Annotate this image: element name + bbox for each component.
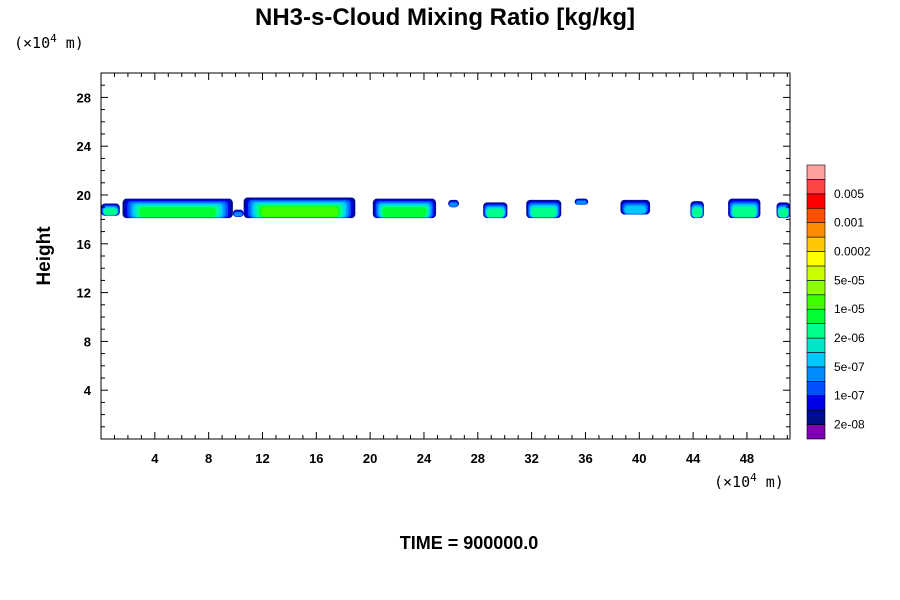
y-unit-exponent: 4 — [50, 32, 57, 45]
contour-band — [382, 207, 427, 217]
colorbar-cell — [806, 381, 826, 397]
y-unit-prefix: (×10 — [14, 34, 50, 52]
contour-band — [449, 202, 458, 207]
contour-band — [103, 208, 118, 215]
contour-band — [732, 207, 756, 217]
x-axis: 4 8 12 16 20 24 28 32 36 40 44 48 — [113, 73, 788, 466]
colorbar-label: 5e-07 — [834, 360, 865, 374]
cloud-contours — [101, 197, 790, 219]
cloud-segment — [122, 198, 233, 219]
cloud-segment — [620, 199, 651, 215]
cloud-segment — [574, 198, 589, 205]
colorbar-cell — [806, 308, 826, 324]
cloud-segment — [483, 202, 508, 219]
x-tick-label: 28 — [471, 451, 485, 466]
y-unit-suffix: m) — [57, 34, 84, 52]
contour-band — [139, 207, 216, 217]
colorbar-cell — [806, 251, 826, 267]
contour-band — [692, 208, 702, 218]
y-tick-label: 8 — [84, 334, 91, 349]
cloud-segment — [728, 198, 761, 219]
colorbar-cell — [806, 265, 826, 281]
colorbar-cell — [806, 179, 826, 195]
colorbar-cell — [806, 323, 826, 339]
cloud-segment — [372, 198, 437, 219]
x-tick-label: 40 — [632, 451, 646, 466]
x-tick-label: 8 — [205, 451, 212, 466]
colorbar-label: 2e-08 — [834, 418, 865, 432]
colorbar-cell — [806, 409, 826, 425]
y-tick-label: 16 — [77, 237, 91, 252]
colorbar-cell — [806, 280, 826, 296]
contour-band — [531, 207, 556, 218]
colorbar-cell — [806, 236, 826, 252]
cloud-segment — [448, 199, 459, 208]
colorbar-cell — [806, 366, 826, 382]
contour-band — [486, 209, 504, 218]
contour-band — [778, 209, 788, 218]
colorbar-label: 2e-06 — [834, 331, 865, 345]
chart-title: NH3-s-Cloud Mixing Ratio [kg/kg] — [255, 4, 635, 31]
x-tick-label: 24 — [417, 451, 432, 466]
colorbar-cell — [806, 395, 826, 411]
colorbar-label: 0.0002 — [834, 245, 871, 259]
cloud-segment — [101, 203, 120, 216]
colorbar-cell — [806, 193, 826, 209]
x-unit-exponent: 4 — [750, 471, 757, 484]
colorbar-cell — [806, 294, 826, 310]
colorbar-label: 1e-05 — [834, 302, 865, 316]
y-axis-unit: (×104 m) — [14, 32, 84, 52]
y-tick-label: 24 — [77, 139, 92, 154]
contour-band — [261, 206, 338, 217]
x-tick-label: 4 — [151, 451, 159, 466]
x-tick-label: 36 — [578, 451, 592, 466]
contour-band — [624, 205, 646, 214]
colorbar-cell — [806, 352, 826, 368]
cloud-segment — [232, 209, 244, 217]
cloud-segment — [243, 197, 356, 219]
colorbar-label: 0.001 — [834, 216, 864, 230]
colorbar-label: 1e-07 — [834, 389, 865, 403]
colorbar-label: 5e-05 — [834, 273, 865, 287]
y-tick-label: 28 — [77, 90, 91, 105]
contour-band — [576, 200, 587, 205]
x-tick-label: 32 — [524, 451, 538, 466]
plot-frame — [100, 72, 791, 440]
x-tick-label: 44 — [686, 451, 701, 466]
x-unit-suffix: m) — [757, 473, 784, 491]
y-axis-label: Height — [34, 226, 55, 286]
y-tick-label: 12 — [77, 286, 91, 301]
y-axis: 4 8 12 16 20 24 28 — [77, 84, 790, 428]
colorbar-cell — [806, 222, 826, 238]
cloud-segment — [776, 202, 790, 219]
x-tick-label: 16 — [309, 451, 323, 466]
colorbar: 2e-08 1e-07 5e-07 2e-06 1e-05 5e-05 0.0002 0.00… — [806, 164, 871, 440]
cloud-segment — [690, 201, 704, 219]
y-tick-label: 20 — [77, 188, 91, 203]
colorbar-cell — [806, 337, 826, 353]
y-tick-label: 4 — [84, 383, 92, 398]
colorbar-label: 0.005 — [834, 187, 864, 201]
colorbar-cell — [806, 207, 826, 223]
time-label: TIME = 900000.0 — [400, 533, 539, 553]
x-tick-label: 20 — [363, 451, 377, 466]
colorbar-cell — [806, 424, 826, 440]
x-axis-unit: (×104 m) — [714, 471, 784, 491]
cloud-segment — [526, 199, 562, 219]
x-tick-label: 12 — [255, 451, 269, 466]
colorbar-cell — [806, 164, 826, 180]
x-unit-prefix: (×10 — [714, 473, 750, 491]
contour-band — [234, 212, 243, 217]
x-tick-label: 48 — [740, 451, 754, 466]
